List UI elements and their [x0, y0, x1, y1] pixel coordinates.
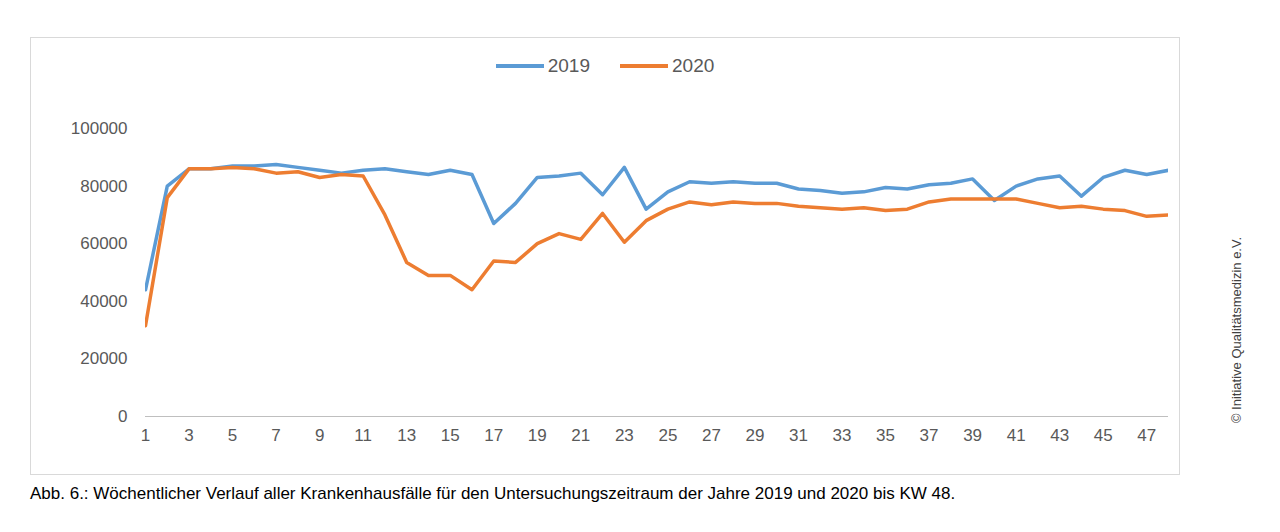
svg-text:31: 31: [789, 426, 808, 445]
svg-text:39: 39: [963, 426, 982, 445]
html-text:2020: 2020: [672, 54, 715, 76]
svg-text:15: 15: [441, 426, 460, 445]
svg-text:35: 35: [876, 426, 895, 445]
svg-text:3: 3: [184, 426, 193, 445]
svg-text:7: 7: [271, 426, 280, 445]
svg-text:19: 19: [528, 426, 547, 445]
svg-text:41: 41: [1007, 426, 1026, 445]
html-text:© Initiative Qualitätsmedizin: © Initiative Qualitätsmedizin e.V.: [1228, 236, 1244, 424]
svg-text:11: 11: [354, 426, 372, 445]
svg-text:23: 23: [615, 426, 634, 445]
svg-text:29: 29: [745, 426, 764, 445]
svg-text:20000: 20000: [80, 349, 127, 368]
svg-text:17: 17: [484, 426, 503, 445]
svg-text:100000: 100000: [71, 119, 128, 138]
svg-text:33: 33: [833, 426, 852, 445]
svg-text:37: 37: [920, 426, 939, 445]
svg-text:5: 5: [228, 426, 237, 445]
svg-text:1: 1: [141, 426, 150, 445]
svg-text:40000: 40000: [80, 292, 127, 311]
html-text:Abb. 6.: Wöchentlicher Verlauf: Abb. 6.: Wöchentlicher Verlauf aller Kra…: [30, 484, 956, 503]
svg-text:43: 43: [1050, 426, 1069, 445]
svg-text:45: 45: [1094, 426, 1113, 445]
svg-text:47: 47: [1137, 426, 1156, 445]
svg-text:9: 9: [315, 426, 324, 445]
svg-text:27: 27: [702, 426, 721, 445]
svg-text:25: 25: [658, 426, 677, 445]
svg-text:0: 0: [118, 407, 127, 426]
html-text:2019: 2019: [547, 54, 590, 76]
svg-text:21: 21: [571, 426, 590, 445]
svg-text:60000: 60000: [80, 234, 127, 253]
svg-text:13: 13: [397, 426, 416, 445]
svg-text:80000: 80000: [80, 177, 127, 196]
